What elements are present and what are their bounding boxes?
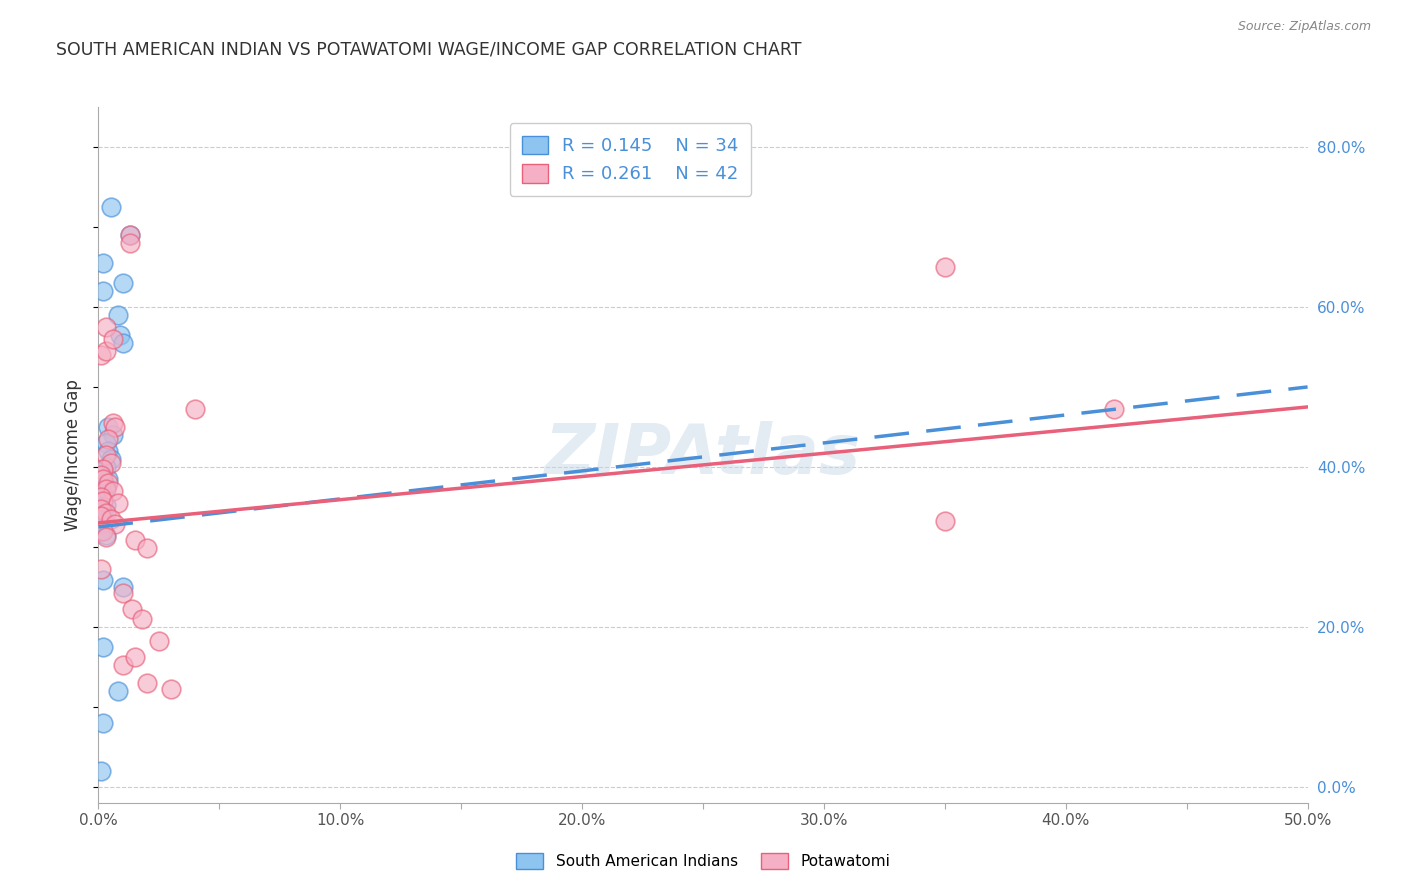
Point [121, 602, 143, 616]
Point [91, 488, 114, 502]
Point [934, 260, 956, 274]
Point [91, 256, 114, 270]
Point [118, 227, 141, 242]
Point [101, 416, 124, 430]
Point [111, 658, 134, 673]
Point [90, 491, 112, 505]
Point [94, 436, 117, 450]
Point [97, 432, 120, 446]
Point [131, 612, 153, 626]
Point [160, 682, 183, 697]
Y-axis label: Wage/Income Gap: Wage/Income Gap [65, 379, 83, 531]
Point [90, 467, 112, 482]
Point [91, 472, 114, 486]
Point [91, 475, 114, 490]
Point [100, 200, 122, 214]
Point [90, 348, 112, 362]
Point [94, 498, 117, 512]
Point [111, 586, 134, 600]
Point [104, 517, 127, 532]
Point [100, 451, 122, 466]
Point [90, 509, 112, 524]
Point [90, 493, 112, 508]
Point [111, 335, 134, 350]
Point [94, 506, 117, 520]
Point [91, 461, 114, 475]
Point [91, 640, 114, 654]
Text: ZIPAtlas: ZIPAtlas [546, 421, 860, 489]
Text: SOUTH AMERICAN INDIAN VS POTAWATOMI WAGE/INCOME GAP CORRELATION CHART: SOUTH AMERICAN INDIAN VS POTAWATOMI WAGE… [56, 40, 801, 58]
Point [91, 493, 114, 508]
Point [118, 227, 141, 242]
Point [91, 574, 114, 588]
Point [97, 475, 120, 490]
Point [97, 444, 120, 458]
Point [94, 483, 117, 497]
Point [107, 308, 129, 322]
Point [184, 402, 207, 417]
Point [1102, 402, 1125, 417]
Point [100, 512, 122, 526]
Point [101, 428, 124, 442]
Point [101, 332, 124, 346]
Point [94, 343, 117, 358]
Point [91, 715, 114, 730]
Point [90, 764, 112, 778]
Point [124, 650, 146, 665]
Point [90, 517, 112, 532]
Point [91, 504, 114, 518]
Point [94, 528, 117, 542]
Point [90, 524, 112, 538]
Point [148, 634, 170, 648]
Point [101, 483, 124, 498]
Point [94, 320, 117, 334]
Point [97, 420, 120, 434]
Point [107, 683, 129, 698]
Legend: South American Indians, Potawatomi: South American Indians, Potawatomi [510, 847, 896, 875]
Point [91, 284, 114, 298]
Point [90, 501, 112, 516]
Point [118, 235, 141, 250]
Point [90, 483, 112, 498]
Point [111, 580, 134, 594]
Point [100, 456, 122, 470]
Text: Source: ZipAtlas.com: Source: ZipAtlas.com [1237, 20, 1371, 33]
Point [111, 276, 134, 290]
Point [90, 508, 112, 522]
Point [934, 514, 956, 528]
Point [97, 472, 120, 486]
Point [107, 496, 129, 510]
Point [94, 480, 117, 494]
Point [135, 676, 157, 690]
Point [90, 562, 112, 576]
Point [124, 533, 146, 548]
Point [91, 524, 114, 538]
Point [94, 459, 117, 474]
Point [108, 328, 131, 343]
Point [94, 530, 117, 544]
Point [104, 420, 127, 434]
Point [91, 464, 114, 478]
Point [94, 448, 117, 462]
Legend: R = 0.145    N = 34, R = 0.261    N = 42: R = 0.145 N = 34, R = 0.261 N = 42 [510, 123, 751, 196]
Point [91, 514, 114, 528]
Point [135, 541, 157, 556]
